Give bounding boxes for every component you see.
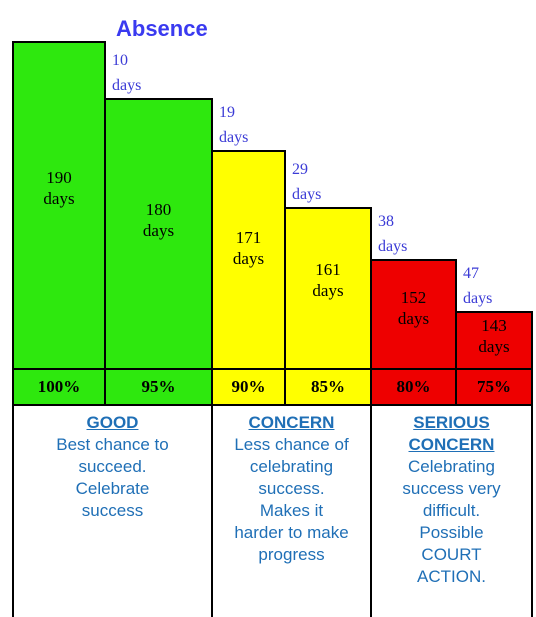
section-line: ACTION. xyxy=(417,567,486,586)
percent-cell: 100% xyxy=(12,368,106,406)
bar xyxy=(104,98,213,368)
section-line: success. xyxy=(258,479,325,498)
divider xyxy=(211,405,213,617)
bar xyxy=(370,258,457,368)
absence-title: Absence xyxy=(116,16,208,41)
section-line: Less chance of xyxy=(234,435,349,454)
section-line: progress xyxy=(258,545,325,564)
section-line: Celebrate xyxy=(75,479,150,498)
percent-cell: 85% xyxy=(284,368,372,406)
value-label: 171 days xyxy=(232,227,265,268)
bar xyxy=(211,149,286,368)
section-line: success xyxy=(81,501,144,520)
section: SERIOUS CONCERN Celebrating success very di… xyxy=(372,412,531,588)
section-line: celebrating xyxy=(249,457,334,476)
absence-label: 29 days xyxy=(292,161,322,204)
section: GOOD Best chance to succeed. Celebrate succe… xyxy=(14,412,211,522)
divider xyxy=(531,405,533,617)
bar xyxy=(12,40,106,368)
section-line: difficult. xyxy=(422,501,481,520)
section-line: Possible xyxy=(419,523,484,542)
value-label: 161 days xyxy=(312,259,344,300)
percent-cell: 75% xyxy=(455,368,533,406)
value-label: 190 days xyxy=(43,167,75,208)
section: CONCERN Less chance of celebrating success.… xyxy=(213,412,370,566)
section-line: Makes it xyxy=(259,501,324,520)
section-heading: SERIOUS CONCERN xyxy=(408,413,495,454)
section-line: COURT xyxy=(421,545,482,564)
bar xyxy=(284,207,372,368)
section-line: succeed. xyxy=(78,457,147,476)
value-label: 143 days xyxy=(478,316,510,357)
percent-cell: 90% xyxy=(211,368,286,406)
section-heading: GOOD xyxy=(86,413,139,432)
value-label: 152 days xyxy=(397,287,430,328)
section-line: success very xyxy=(402,479,501,498)
section-line: Celebrating xyxy=(408,457,495,476)
percent-cell: 80% xyxy=(370,368,457,406)
section-heading: CONCERN xyxy=(248,413,335,432)
divider xyxy=(12,405,14,617)
absence-label: 19 days xyxy=(219,103,249,146)
section-line: harder to make xyxy=(234,523,349,542)
percent-cell: 95% xyxy=(104,368,213,406)
section-line: Best chance to xyxy=(56,435,169,454)
absence-label: 47 days xyxy=(463,264,493,307)
divider xyxy=(370,405,372,617)
absence-label: 38 days xyxy=(378,212,408,255)
value-label: 180 days xyxy=(142,199,175,240)
bar xyxy=(455,310,533,368)
absence-label: 10 days xyxy=(112,52,142,95)
